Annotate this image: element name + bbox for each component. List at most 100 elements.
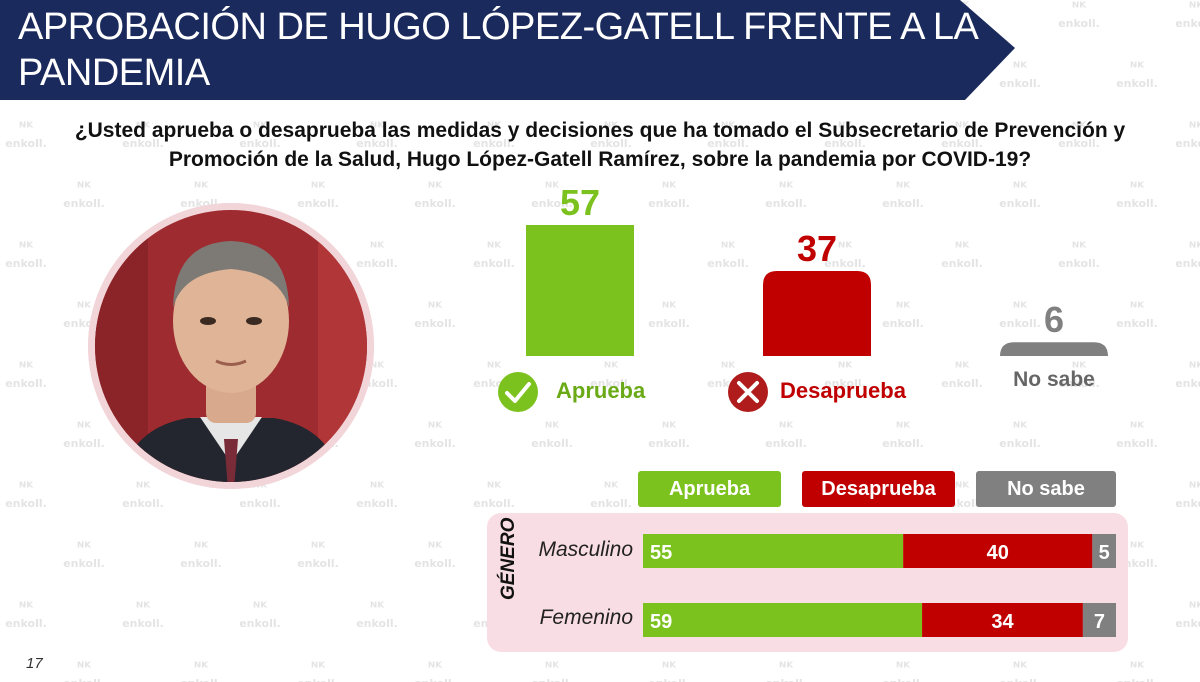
svg-text:enkoll.: enkoll. [941, 377, 983, 390]
svg-text:enkoll.: enkoll. [707, 257, 749, 270]
bar-value-aprueba: 57 [560, 182, 600, 223]
svg-text:enkoll.: enkoll. [414, 437, 456, 450]
svg-text:ᴺᴷ: ᴺᴷ [779, 660, 794, 676]
svg-text:ᴺᴷ: ᴺᴷ [896, 300, 911, 316]
legend-aprueba: Aprueba [638, 471, 781, 507]
svg-text:enkoll.: enkoll. [180, 557, 222, 570]
svg-text:ᴺᴷ: ᴺᴷ [955, 480, 970, 496]
svg-text:ᴺᴷ: ᴺᴷ [604, 240, 619, 256]
svg-text:ᴺᴷ: ᴺᴷ [545, 660, 560, 676]
svg-text:ᴺᴷ: ᴺᴷ [487, 240, 502, 256]
svg-text:ᴺᴷ: ᴺᴷ [896, 660, 911, 676]
svg-text:enkoll.: enkoll. [5, 497, 47, 510]
svg-text:enkoll.: enkoll. [1175, 17, 1200, 30]
svg-text:enkoll.: enkoll. [63, 557, 105, 570]
svg-text:enkoll.: enkoll. [1116, 317, 1158, 330]
svg-text:enkoll.: enkoll. [297, 677, 339, 682]
svg-text:enkoll.: enkoll. [1175, 377, 1200, 390]
svg-text:ᴺᴷ: ᴺᴷ [1130, 540, 1145, 556]
svg-text:ᴺᴷ: ᴺᴷ [779, 420, 794, 436]
group-label-genero: GÉNERO [498, 518, 520, 600]
svg-text:ᴺᴷ: ᴺᴷ [1189, 480, 1200, 496]
svg-text:enkoll.: enkoll. [63, 677, 105, 682]
svg-text:ᴺᴷ: ᴺᴷ [838, 240, 853, 256]
svg-text:enkoll.: enkoll. [1058, 257, 1100, 270]
svg-text:ᴺᴷ: ᴺᴷ [545, 420, 560, 436]
svg-text:ᴺᴷ: ᴺᴷ [1189, 240, 1200, 256]
svg-text:ᴺᴷ: ᴺᴷ [428, 180, 443, 196]
svg-text:ᴺᴷ: ᴺᴷ [662, 420, 677, 436]
svg-text:enkoll.: enkoll. [239, 617, 281, 630]
svg-text:ᴺᴷ: ᴺᴷ [838, 360, 853, 376]
svg-text:enkoll.: enkoll. [531, 677, 573, 682]
svg-text:enkoll.: enkoll. [765, 677, 807, 682]
svg-text:ᴺᴷ: ᴺᴷ [604, 360, 619, 376]
svg-text:ᴺᴷ: ᴺᴷ [136, 600, 151, 616]
svg-text:ᴺᴷ: ᴺᴷ [1189, 600, 1200, 616]
svg-text:enkoll.: enkoll. [1116, 437, 1158, 450]
bar-no-sabe [1000, 342, 1108, 357]
svg-text:ᴺᴷ: ᴺᴷ [662, 300, 677, 316]
svg-text:enkoll.: enkoll. [590, 497, 632, 510]
svg-text:enkoll.: enkoll. [356, 497, 398, 510]
svg-text:enkoll.: enkoll. [356, 617, 398, 630]
category-label-desaprueba: Desaprueba [780, 378, 906, 403]
svg-text:enkoll.: enkoll. [5, 257, 47, 270]
svg-text:enkoll.: enkoll. [648, 677, 690, 682]
svg-text:ᴺᴷ: ᴺᴷ [77, 540, 92, 556]
svg-text:ᴺᴷ: ᴺᴷ [253, 600, 268, 616]
svg-text:enkoll.: enkoll. [122, 617, 164, 630]
svg-text:ᴺᴷ: ᴺᴷ [370, 600, 385, 616]
checkmark-icon [498, 372, 538, 412]
svg-text:ᴺᴷ: ᴺᴷ [896, 420, 911, 436]
svg-text:ᴺᴷ: ᴺᴷ [77, 180, 92, 196]
svg-text:enkoll.: enkoll. [882, 677, 924, 682]
svg-text:ᴺᴷ: ᴺᴷ [1130, 660, 1145, 676]
svg-text:ᴺᴷ: ᴺᴷ [1072, 0, 1087, 16]
page-number: 17 [26, 655, 43, 672]
svg-text:ᴺᴷ: ᴺᴷ [545, 180, 560, 196]
svg-text:ᴺᴷ: ᴺᴷ [779, 300, 794, 316]
svg-text:ᴺᴷ: ᴺᴷ [779, 180, 794, 196]
svg-text:enkoll.: enkoll. [1116, 677, 1158, 682]
svg-text:enkoll.: enkoll. [414, 197, 456, 210]
svg-text:ᴺᴷ: ᴺᴷ [721, 240, 736, 256]
svg-text:enkoll.: enkoll. [473, 257, 515, 270]
category-label-aprueba: Aprueba [556, 378, 646, 403]
portrait-photo [88, 203, 374, 489]
svg-text:enkoll.: enkoll. [5, 377, 47, 390]
